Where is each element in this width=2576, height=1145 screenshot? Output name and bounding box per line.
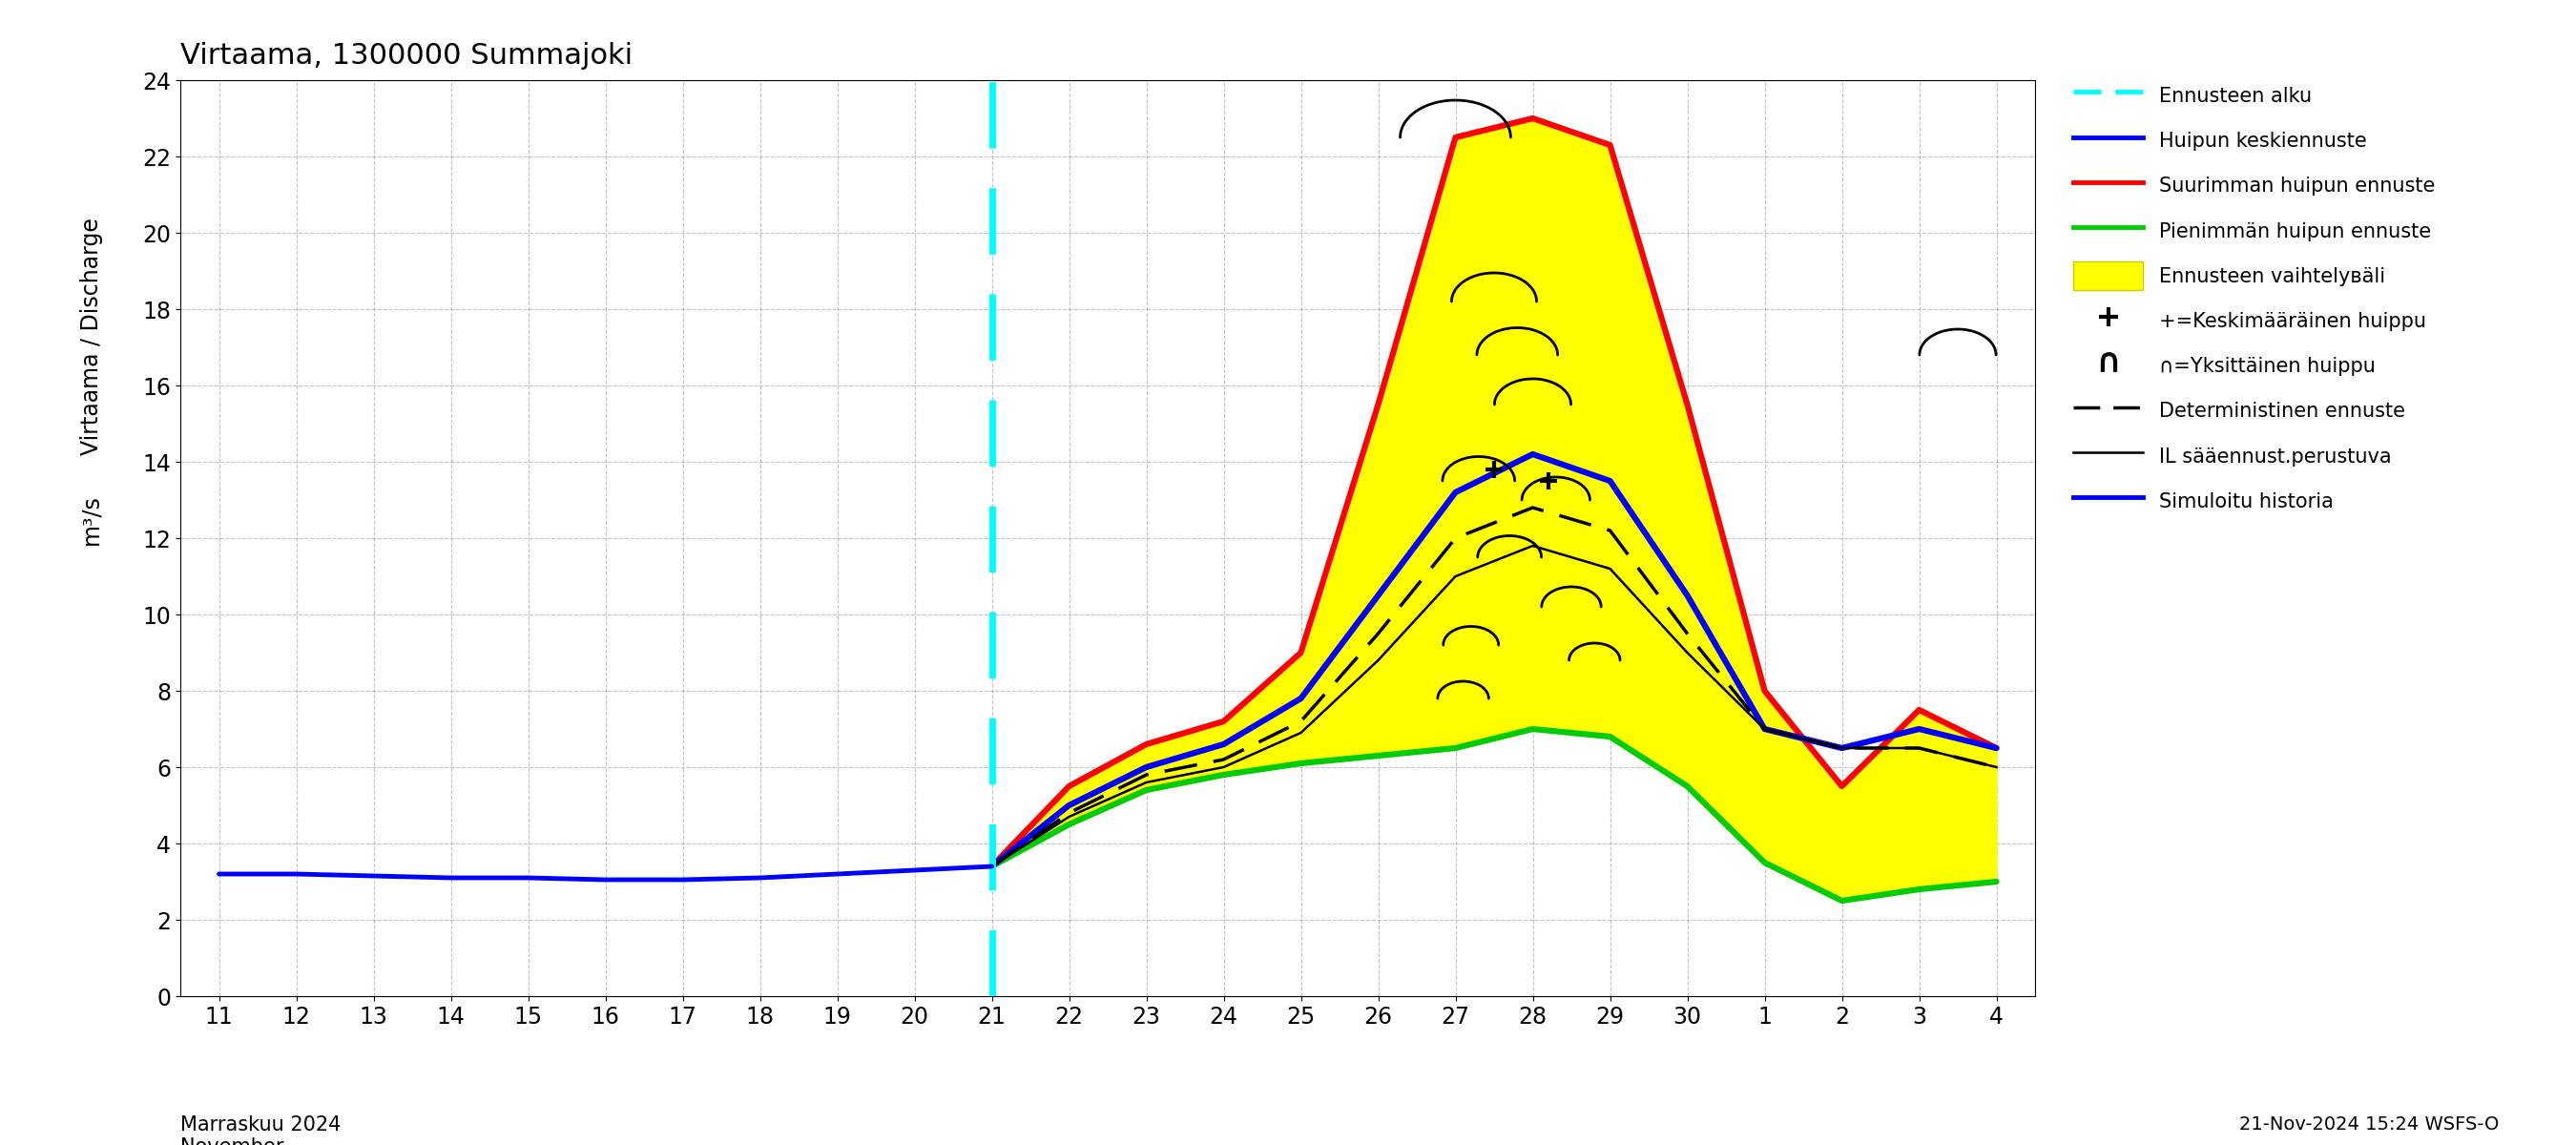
Text: 21-Nov-2024 15:24 WSFS-O: 21-Nov-2024 15:24 WSFS-O	[2239, 1115, 2499, 1134]
Text: Virtaama, 1300000 Summajoki: Virtaama, 1300000 Summajoki	[180, 42, 634, 70]
Text: m³/s: m³/s	[80, 495, 103, 545]
Text: Virtaama / Discharge: Virtaama / Discharge	[80, 218, 103, 456]
Text: Marraskuu 2024
November: Marraskuu 2024 November	[180, 1115, 340, 1145]
Legend: Ennusteen alku, Huipun keskiennuste, Suurimman huipun ennuste, Pienimmän huipun : Ennusteen alku, Huipun keskiennuste, Suu…	[2063, 72, 2445, 526]
